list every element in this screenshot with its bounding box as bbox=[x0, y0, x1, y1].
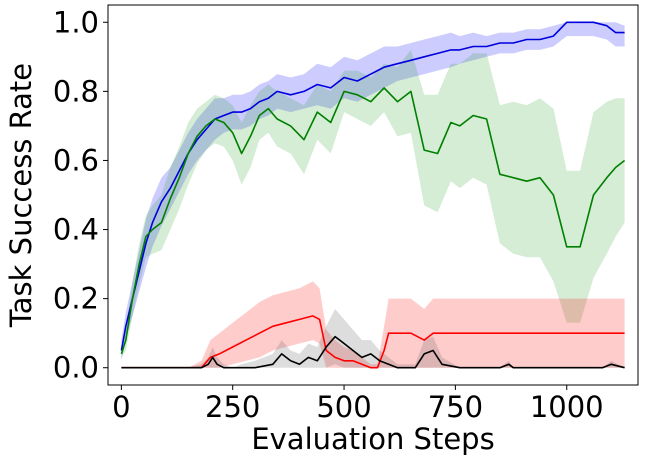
x-axis-title: Evaluation Steps bbox=[251, 422, 494, 456]
series-lines bbox=[120, 21, 626, 369]
x-tick-label: 500 bbox=[316, 390, 371, 424]
y-tick-label: 0.2 bbox=[53, 282, 99, 316]
series-2-line bbox=[121, 315, 625, 369]
series-3-line bbox=[121, 335, 625, 369]
series-1-line bbox=[120, 87, 626, 355]
x-tick-label: 1000 bbox=[530, 390, 604, 424]
y-axis-title: Task Success Rate bbox=[4, 63, 38, 328]
plot-area bbox=[107, 4, 639, 386]
y-tick-label: 0.4 bbox=[53, 213, 99, 247]
plot-frame bbox=[107, 4, 639, 386]
y-tick-label: 0.8 bbox=[53, 74, 99, 108]
series-0-line bbox=[120, 21, 625, 351]
y-tick-label: 0.0 bbox=[53, 351, 99, 385]
confidence-bands bbox=[121, 22, 625, 368]
y-tick-label: 1.0 bbox=[53, 5, 99, 39]
series-0-band bbox=[121, 22, 625, 361]
x-tick-label: 0 bbox=[112, 390, 130, 424]
series-1-band bbox=[121, 49, 625, 358]
x-tick-label: 750 bbox=[428, 390, 483, 424]
x-tick-label: 250 bbox=[205, 390, 260, 424]
y-axis: 0.0 0.2 0.4 0.6 0.8 1.0 bbox=[53, 5, 108, 385]
series-2-band bbox=[121, 281, 625, 368]
x-axis: 0 250 500 750 1000 bbox=[112, 385, 604, 424]
y-tick-label: 0.6 bbox=[53, 143, 99, 177]
